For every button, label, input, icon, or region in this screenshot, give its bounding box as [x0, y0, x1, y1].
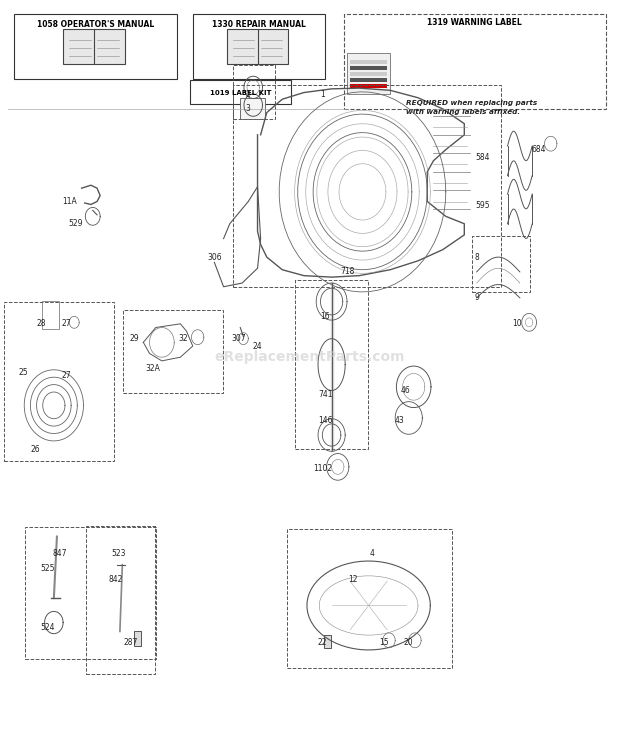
Text: 8: 8 — [474, 253, 479, 262]
Text: 684: 684 — [531, 145, 546, 154]
FancyBboxPatch shape — [347, 54, 390, 94]
Text: 525: 525 — [40, 564, 55, 573]
Text: 15: 15 — [379, 638, 389, 647]
Text: 1019 LABEL KIT: 1019 LABEL KIT — [210, 90, 272, 96]
Text: 27: 27 — [61, 319, 71, 328]
Text: 523: 523 — [112, 549, 126, 558]
Text: 46: 46 — [401, 386, 410, 395]
Bar — [42, 301, 59, 329]
FancyBboxPatch shape — [350, 60, 387, 65]
Text: 24: 24 — [253, 341, 262, 350]
Text: 847: 847 — [53, 549, 68, 558]
Text: REQUIRED when replacing parts
with warning labels affixed.: REQUIRED when replacing parts with warni… — [405, 100, 537, 115]
Text: 12: 12 — [348, 575, 358, 584]
FancyBboxPatch shape — [63, 29, 125, 65]
Text: 43: 43 — [394, 416, 404, 425]
Text: 27: 27 — [61, 371, 71, 380]
Text: 307: 307 — [232, 334, 246, 343]
Text: 9: 9 — [474, 293, 479, 302]
FancyBboxPatch shape — [350, 72, 387, 76]
Text: 718: 718 — [340, 267, 354, 277]
Text: 287: 287 — [124, 638, 138, 647]
Text: 32A: 32A — [145, 364, 160, 373]
Text: 306: 306 — [207, 253, 221, 262]
Bar — [324, 635, 331, 649]
Text: 11A: 11A — [62, 197, 77, 206]
FancyBboxPatch shape — [227, 29, 288, 65]
Text: 20: 20 — [404, 638, 414, 647]
Text: 1319 WARNING LABEL: 1319 WARNING LABEL — [427, 18, 522, 27]
Text: 524: 524 — [40, 623, 55, 632]
Text: 10: 10 — [512, 319, 521, 328]
Text: 529: 529 — [68, 219, 82, 228]
Text: 16: 16 — [321, 312, 330, 321]
Text: 32: 32 — [179, 334, 188, 343]
FancyBboxPatch shape — [350, 66, 387, 71]
Text: 22: 22 — [317, 638, 327, 647]
FancyBboxPatch shape — [190, 80, 291, 103]
Text: 1102: 1102 — [312, 464, 332, 473]
Text: 1330 REPAIR MANUAL: 1330 REPAIR MANUAL — [213, 20, 306, 29]
Text: 2: 2 — [246, 89, 250, 98]
Text: 3: 3 — [246, 104, 250, 113]
Text: 146: 146 — [318, 416, 333, 425]
Text: 584: 584 — [476, 153, 490, 161]
Bar — [134, 632, 141, 647]
Text: 28: 28 — [37, 319, 46, 328]
FancyBboxPatch shape — [350, 77, 387, 82]
Text: 29: 29 — [130, 334, 139, 343]
Text: 741: 741 — [318, 390, 333, 399]
Text: 842: 842 — [108, 575, 123, 584]
Text: 4: 4 — [370, 549, 374, 558]
Text: 1058 OPERATOR'S MANUAL: 1058 OPERATOR'S MANUAL — [37, 20, 154, 29]
Text: 25: 25 — [18, 368, 28, 376]
Text: 1: 1 — [320, 89, 325, 98]
Text: 26: 26 — [30, 446, 40, 455]
FancyBboxPatch shape — [193, 14, 326, 79]
Text: 595: 595 — [476, 201, 490, 210]
FancyBboxPatch shape — [14, 14, 177, 79]
FancyBboxPatch shape — [350, 83, 387, 88]
Text: eReplacementParts.com: eReplacementParts.com — [215, 350, 405, 364]
Bar — [241, 97, 265, 118]
